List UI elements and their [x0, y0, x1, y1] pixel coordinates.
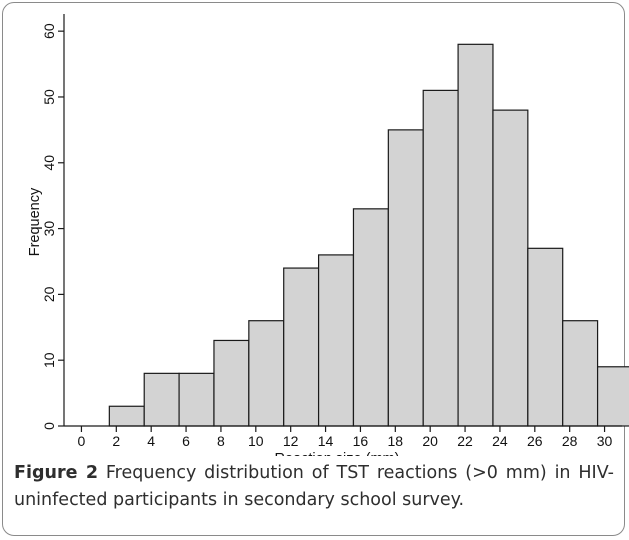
x-tick-label: 26	[527, 433, 543, 449]
x-axis-title: Reaction size (mm)	[275, 451, 400, 456]
histogram-bar	[283, 267, 320, 427]
x-tick-label: 12	[283, 433, 299, 449]
y-tick-label: 20	[41, 286, 57, 302]
y-axis-title: Frequency	[27, 187, 43, 256]
histogram-bar	[562, 320, 599, 427]
figure-label: Figure 2	[14, 463, 99, 483]
x-tick-label: 22	[457, 433, 473, 449]
histogram-bar	[108, 405, 145, 427]
x-tick-label: 28	[562, 433, 578, 449]
x-tick-label: 2	[112, 433, 120, 449]
y-tick-label: 40	[41, 155, 57, 171]
histogram-bar	[387, 129, 424, 427]
x-tick-label: 4	[147, 433, 155, 449]
x-tick-label: 24	[492, 433, 508, 449]
histogram-bar	[317, 254, 355, 427]
x-tick-label: 20	[422, 433, 438, 449]
y-tick-label: 60	[41, 23, 57, 39]
y-tick-label: 30	[41, 221, 57, 237]
x-tick-label: 8	[217, 433, 225, 449]
caption-text: Frequency distribution of TST reactions …	[14, 463, 614, 510]
x-tick-label: 30	[597, 433, 613, 449]
y-tick-label: 50	[41, 89, 57, 105]
histogram-bar	[596, 366, 629, 427]
caption-end: .	[458, 490, 465, 510]
x-tick-label: 0	[78, 433, 86, 449]
histogram-bar	[248, 320, 285, 427]
x-tick-label: 6	[182, 433, 190, 449]
histogram-bar	[527, 247, 564, 427]
histogram-bar	[213, 339, 250, 427]
histogram-bar	[143, 372, 180, 427]
histogram-bar	[422, 89, 459, 427]
histogram-bar	[178, 372, 215, 427]
histogram-bar	[492, 109, 529, 427]
x-tick-label: 14	[318, 433, 334, 449]
x-tick-label: 10	[248, 433, 264, 449]
x-tick-label: 16	[353, 433, 369, 449]
figure-caption: Figure 2 Frequency distribution of TST r…	[14, 460, 614, 514]
histogram-bar	[457, 43, 494, 427]
y-tick-label: 0	[41, 422, 57, 430]
histogram-bar	[352, 208, 389, 427]
y-tick-label: 10	[41, 352, 57, 368]
x-tick-label: 18	[388, 433, 404, 449]
